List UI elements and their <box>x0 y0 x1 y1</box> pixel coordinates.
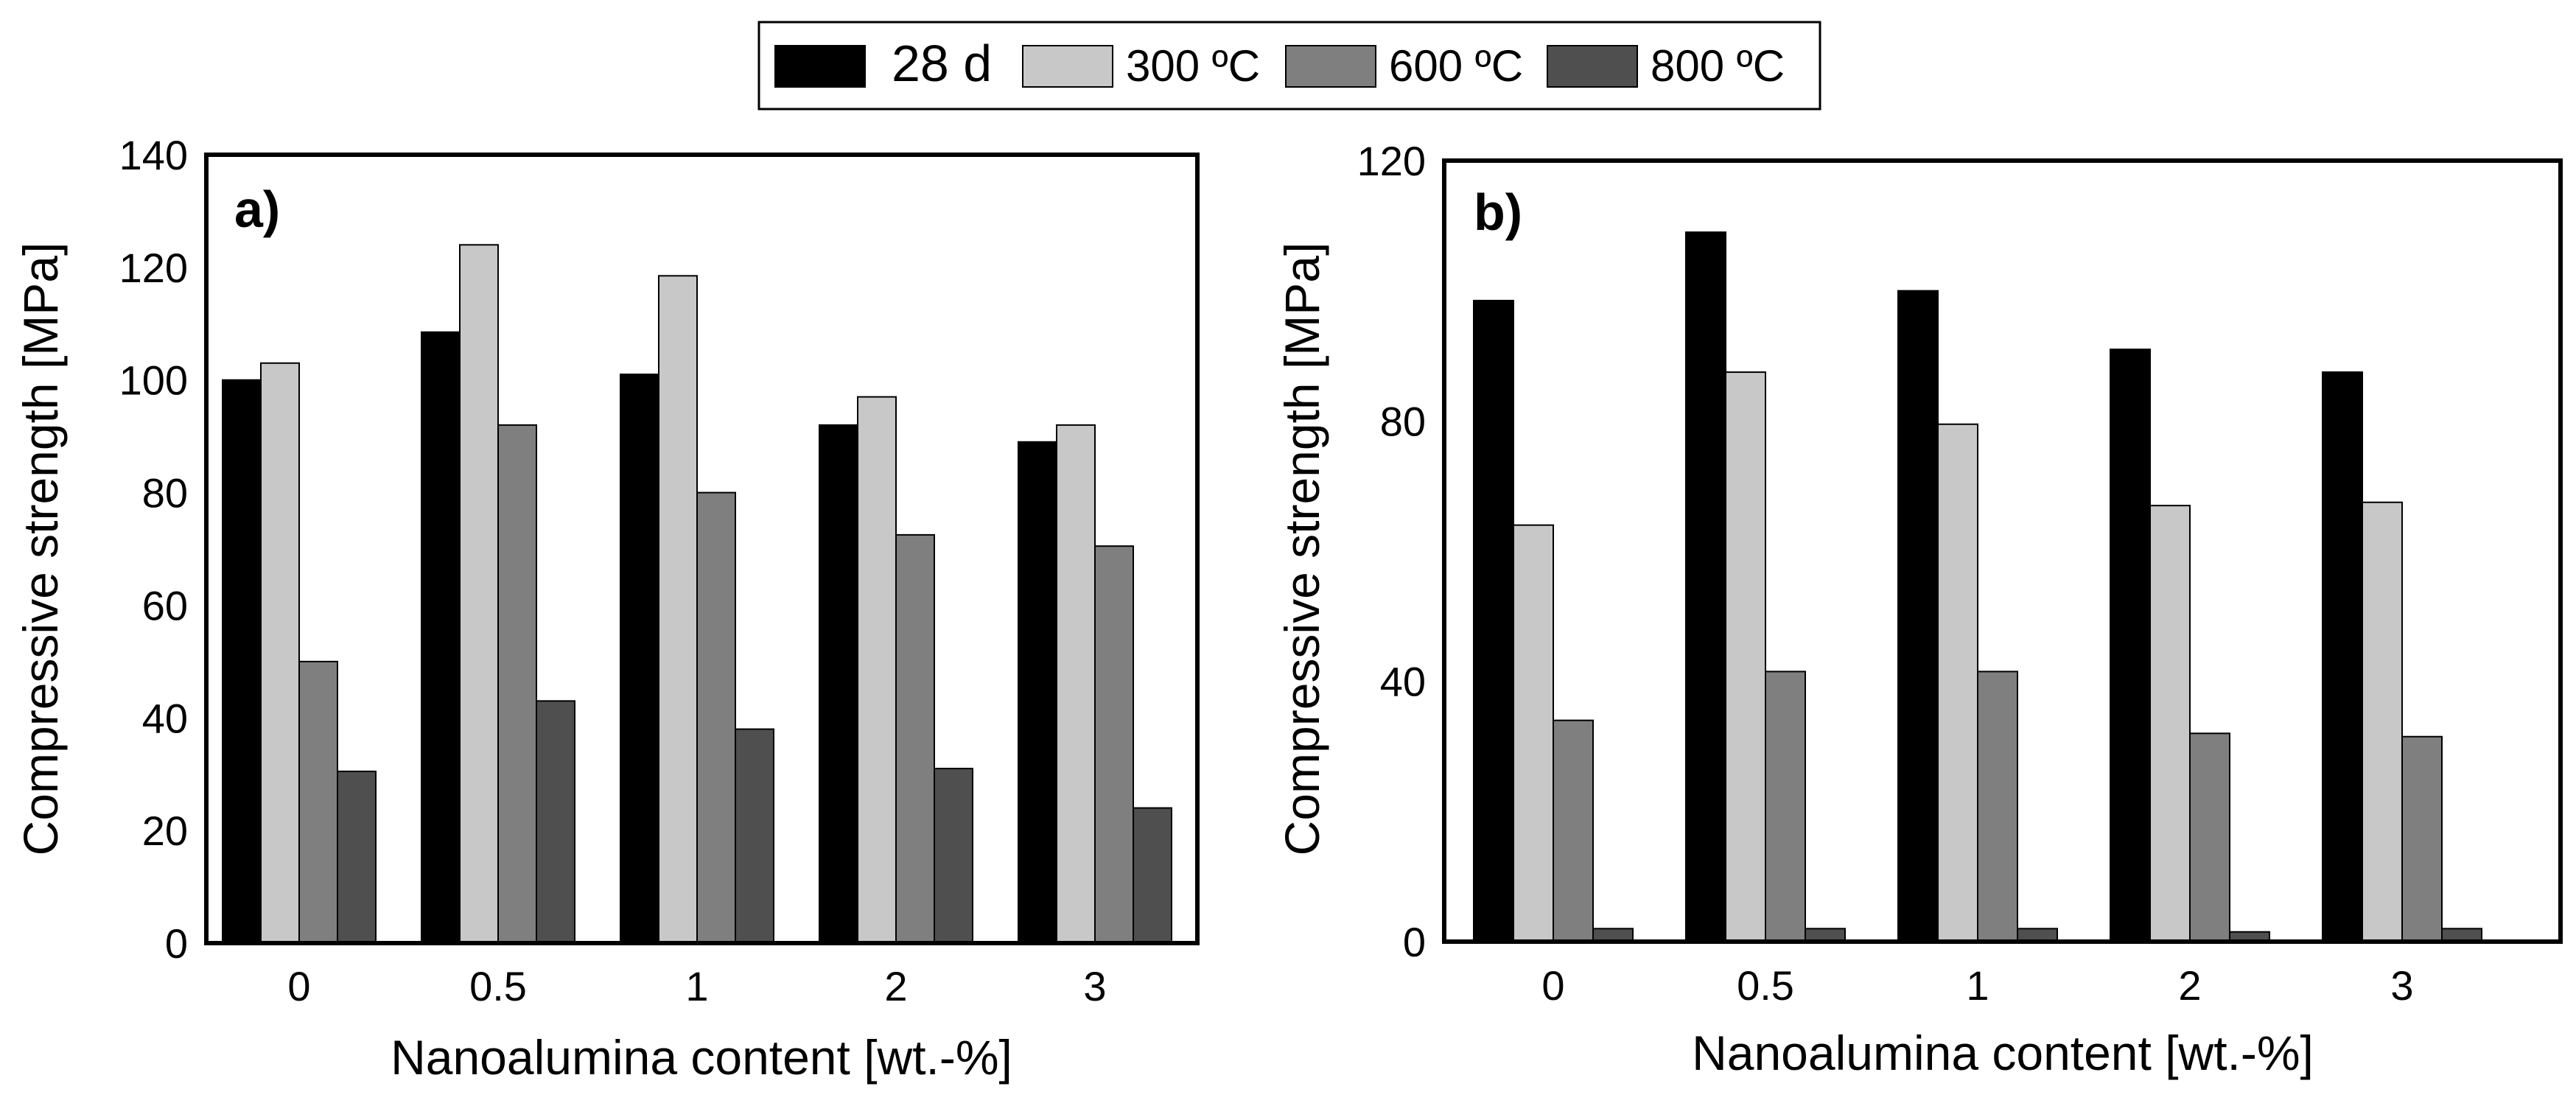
bar-a-300-c-1 <box>658 275 698 945</box>
bar-b-28-d-1 <box>1897 290 1939 942</box>
y-tick-label-b-0: 0 <box>1403 919 1426 965</box>
bar-b-300-c-0 <box>1513 524 1554 942</box>
bar-a-28-d-3 <box>1018 441 1057 944</box>
legend: 28 d 300 ºC 600 ºC 800 ºC <box>757 21 1821 111</box>
y-tick-label-a-120: 120 <box>119 245 188 291</box>
y-axis-label-b: Compressive strength [MPa] <box>1275 242 1329 856</box>
x-tick-label-a-3: 3 <box>1083 963 1106 1009</box>
legend-label-300c: 300 ºC <box>1126 41 1260 91</box>
x-tick-label-b-1: 1 <box>1966 962 1989 1009</box>
panel-b: 0 0.5 1 2 3 0 40 80 120 b) Nanoalumina content [… <box>1275 138 2563 1080</box>
bar-a-300-c-0-5 <box>459 244 499 944</box>
plot-frame-b <box>1442 158 2563 944</box>
legend-label-800c: 800 ºC <box>1651 41 1785 91</box>
bar-a-600-c-0 <box>298 660 338 944</box>
ticks-b: 0 0.5 1 2 3 0 40 80 120 <box>1357 138 2414 1009</box>
bar-a-600-c-3 <box>1094 545 1134 944</box>
x-tick-label-a-0: 0 <box>287 963 310 1009</box>
x-tick-label-b-0-5: 0.5 <box>1737 962 1794 1009</box>
bar-a-800-c-0 <box>337 770 377 944</box>
legend-swatch-800c <box>1547 45 1638 88</box>
bar-a-800-c-0-5 <box>536 700 575 944</box>
bar-a-600-c-2 <box>895 533 935 944</box>
y-tick-label-b-120: 120 <box>1357 138 1426 184</box>
bars-a <box>222 244 1172 945</box>
bar-a-28-d-0 <box>222 379 262 944</box>
bar-a-600-c-0-5 <box>497 424 537 944</box>
x-tick-label-b-2: 2 <box>2178 962 2201 1009</box>
bar-a-300-c-0 <box>260 362 300 944</box>
bar-b-28-d-2 <box>2110 349 2151 942</box>
y-tick-label-a-80: 80 <box>142 470 188 517</box>
legend-label-28d: 28 d <box>892 35 992 92</box>
bar-b-600-c-1 <box>1977 670 2018 943</box>
x-axis-label-b: Nanoalumina content [wt.-%] <box>1692 1026 2314 1080</box>
bar-a-300-c-2 <box>857 396 897 944</box>
bars-b <box>1473 231 2482 943</box>
legend-swatch-28d <box>774 45 866 88</box>
legend-swatch-600c <box>1285 45 1376 88</box>
plot-frame-a <box>204 153 1200 945</box>
bar-b-300-c-0-5 <box>1725 371 1766 943</box>
y-tick-label-a-20: 20 <box>142 808 188 854</box>
legend-label-600c: 600 ºC <box>1389 41 1523 91</box>
y-tick-label-a-40: 40 <box>142 695 188 741</box>
bar-b-300-c-3 <box>2362 501 2403 942</box>
x-axis-label-a: Nanoalumina content [wt.-%] <box>391 1030 1012 1085</box>
bar-a-800-c-2 <box>934 768 973 944</box>
bar-b-600-c-2 <box>2189 732 2230 942</box>
ticks-a: 0 0.5 1 2 3 0 20 40 60 80 100 120 140 <box>119 132 1107 1009</box>
legend-swatch-300c <box>1022 45 1113 88</box>
bar-b-28-d-0-5 <box>1685 231 1726 942</box>
bar-b-600-c-3 <box>2401 735 2443 942</box>
bar-b-600-c-0-5 <box>1765 670 1806 943</box>
y-tick-label-b-80: 80 <box>1380 398 1426 444</box>
bar-a-28-d-2 <box>819 424 858 944</box>
bar-a-28-d-1 <box>620 374 659 945</box>
bar-b-28-d-3 <box>2322 371 2363 943</box>
x-tick-label-a-2: 2 <box>884 963 907 1009</box>
x-tick-label-a-0-5: 0.5 <box>469 963 527 1009</box>
bar-a-800-c-3 <box>1133 807 1172 944</box>
y-tick-label-a-60: 60 <box>142 582 188 628</box>
bar-a-300-c-3 <box>1056 424 1096 944</box>
bar-b-28-d-0 <box>1473 299 1514 942</box>
x-tick-label-b-0: 0 <box>1541 962 1564 1009</box>
bar-a-800-c-1 <box>735 728 774 944</box>
panel-label-b: b) <box>1474 183 1522 241</box>
y-tick-label-b-40: 40 <box>1380 659 1426 705</box>
panel-a: 0 0.5 1 2 3 0 20 40 60 80 100 120 140 a) Nanoalumina… <box>13 132 1200 1085</box>
bar-b-600-c-0 <box>1553 719 1594 943</box>
y-tick-label-a-0: 0 <box>165 920 188 967</box>
x-tick-label-a-1: 1 <box>685 963 708 1009</box>
panel-label-a: a) <box>234 181 280 238</box>
y-tick-label-a-140: 140 <box>119 132 188 178</box>
y-axis-label-a: Compressive strength [MPa] <box>13 242 68 856</box>
x-tick-label-b-3: 3 <box>2390 962 2413 1009</box>
bar-a-28-d-0-5 <box>421 331 461 944</box>
y-tick-label-a-100: 100 <box>119 357 188 404</box>
bar-b-300-c-1 <box>1937 423 1978 942</box>
bar-a-600-c-1 <box>696 491 736 944</box>
bar-b-300-c-2 <box>2149 505 2191 942</box>
